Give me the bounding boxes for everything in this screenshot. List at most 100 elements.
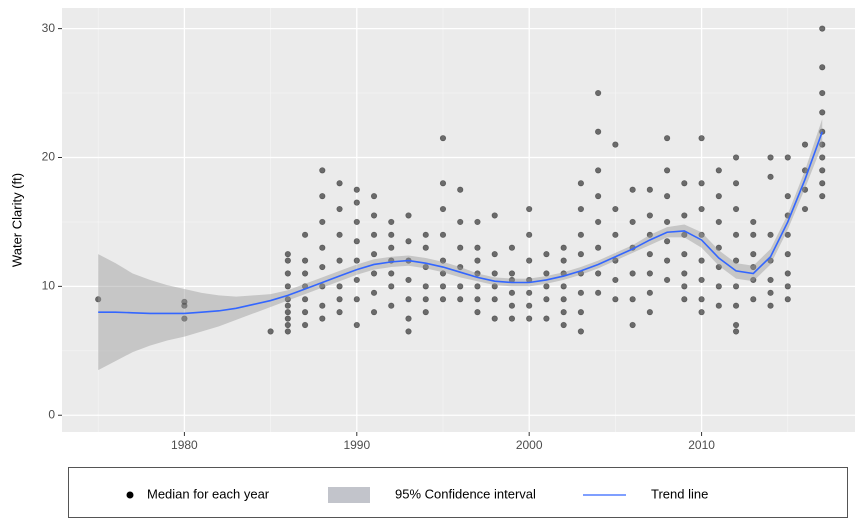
data-point (353, 199, 360, 206)
data-point (681, 251, 688, 258)
data-point (732, 180, 740, 187)
data-point (267, 328, 274, 335)
data-point (543, 270, 550, 277)
data-point (767, 289, 774, 296)
data-point (646, 289, 653, 296)
data-point (560, 321, 567, 329)
data-point (715, 283, 722, 290)
data-point (543, 315, 550, 322)
data-point (577, 309, 584, 316)
data-point (422, 244, 429, 251)
data-point (491, 283, 498, 290)
data-point (663, 167, 671, 174)
data-point (767, 276, 774, 284)
data-point (336, 309, 343, 316)
data-point (732, 257, 740, 264)
data-point (353, 321, 360, 329)
data-point (284, 315, 291, 322)
data-point (595, 193, 602, 200)
data-point (491, 212, 498, 219)
data-point (474, 218, 481, 226)
legend-label: 95% Confidence interval (395, 486, 536, 501)
y-tick-label: 10 (42, 279, 56, 293)
data-point (698, 257, 705, 264)
data-point (353, 186, 360, 193)
data-point (370, 289, 378, 296)
data-point (457, 218, 464, 226)
data-point (819, 25, 826, 32)
data-point (526, 257, 533, 264)
data-point (784, 296, 791, 303)
data-point (301, 270, 309, 277)
data-point (629, 296, 636, 303)
data-point (767, 302, 774, 309)
data-point (439, 205, 447, 213)
data-point (526, 205, 533, 213)
data-point (491, 251, 498, 258)
data-point (388, 218, 395, 226)
data-point (715, 167, 722, 174)
data-point (526, 289, 533, 296)
y-tick-label: 30 (42, 21, 56, 35)
data-point (732, 283, 740, 290)
data-point (801, 186, 809, 193)
data-point (439, 135, 447, 142)
data-point (422, 231, 429, 238)
data-point (439, 257, 447, 264)
data-point (663, 257, 671, 264)
data-point (388, 244, 395, 251)
data-point (577, 231, 584, 238)
data-point (801, 205, 809, 213)
data-point (698, 135, 705, 142)
data-point (439, 180, 447, 187)
data-point (388, 231, 395, 238)
data-point (474, 283, 481, 290)
data-point (577, 180, 584, 187)
data-point (732, 231, 740, 238)
legend-box (68, 467, 848, 518)
data-point (336, 180, 343, 187)
data-point (543, 296, 550, 303)
data-point (526, 315, 533, 322)
data-point (612, 257, 619, 264)
data-point (595, 289, 602, 296)
data-point (405, 328, 412, 335)
data-point (526, 302, 533, 309)
data-point (543, 251, 550, 258)
data-point (715, 263, 722, 271)
data-point (681, 231, 688, 238)
data-point (508, 289, 516, 296)
data-point (595, 218, 602, 226)
legend-label: Median for each year (147, 486, 270, 501)
data-point (577, 328, 584, 335)
data-point (750, 231, 757, 238)
x-tick-label: 2000 (516, 438, 543, 452)
y-tick-label: 0 (48, 407, 55, 421)
data-point (319, 302, 326, 309)
data-point (612, 205, 619, 213)
data-point (767, 154, 774, 161)
data-point (819, 167, 826, 174)
data-point (439, 283, 447, 290)
data-point (646, 231, 653, 238)
data-point (336, 296, 343, 303)
data-point (698, 296, 705, 303)
data-point (301, 257, 309, 264)
data-point (319, 283, 326, 290)
data-point (819, 64, 826, 71)
data-point (370, 309, 378, 316)
data-point (646, 186, 653, 193)
data-point (439, 270, 447, 277)
data-point (784, 251, 791, 258)
x-tick-label: 1990 (343, 438, 370, 452)
data-point (284, 296, 291, 303)
data-point (543, 283, 550, 290)
data-point (336, 231, 343, 238)
data-point (681, 283, 688, 290)
data-point (681, 296, 688, 303)
data-point (612, 231, 619, 238)
data-point (181, 315, 188, 322)
data-point (646, 212, 653, 219)
data-point (560, 283, 567, 290)
data-point (819, 180, 826, 187)
